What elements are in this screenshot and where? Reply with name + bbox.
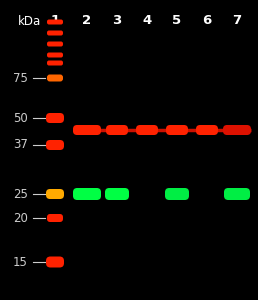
Text: 4: 4 [142,14,152,27]
FancyBboxPatch shape [105,188,129,200]
FancyBboxPatch shape [47,20,63,25]
Text: 75: 75 [13,71,28,85]
FancyBboxPatch shape [47,74,63,82]
FancyBboxPatch shape [73,188,101,200]
Text: 3: 3 [112,14,122,27]
FancyBboxPatch shape [165,188,189,200]
FancyBboxPatch shape [46,256,64,268]
FancyBboxPatch shape [47,31,63,35]
Text: 7: 7 [232,14,241,27]
Text: 20: 20 [13,212,28,224]
Text: 6: 6 [202,14,212,27]
Text: 50: 50 [13,112,28,124]
FancyBboxPatch shape [47,61,63,65]
Text: 15: 15 [13,256,28,268]
FancyBboxPatch shape [46,140,64,150]
FancyBboxPatch shape [224,188,250,200]
FancyBboxPatch shape [47,52,63,58]
FancyBboxPatch shape [166,125,188,135]
Text: 1: 1 [50,14,60,27]
Text: 5: 5 [172,14,182,27]
Text: 37: 37 [13,139,28,152]
FancyBboxPatch shape [46,189,64,199]
FancyBboxPatch shape [47,41,63,46]
Text: 2: 2 [83,14,92,27]
Text: 25: 25 [13,188,28,200]
FancyBboxPatch shape [47,214,63,222]
FancyBboxPatch shape [136,125,158,135]
Text: kDa: kDa [18,15,41,28]
FancyBboxPatch shape [73,125,101,135]
FancyBboxPatch shape [46,113,64,123]
FancyBboxPatch shape [223,125,251,135]
FancyBboxPatch shape [106,125,128,135]
FancyBboxPatch shape [196,125,218,135]
